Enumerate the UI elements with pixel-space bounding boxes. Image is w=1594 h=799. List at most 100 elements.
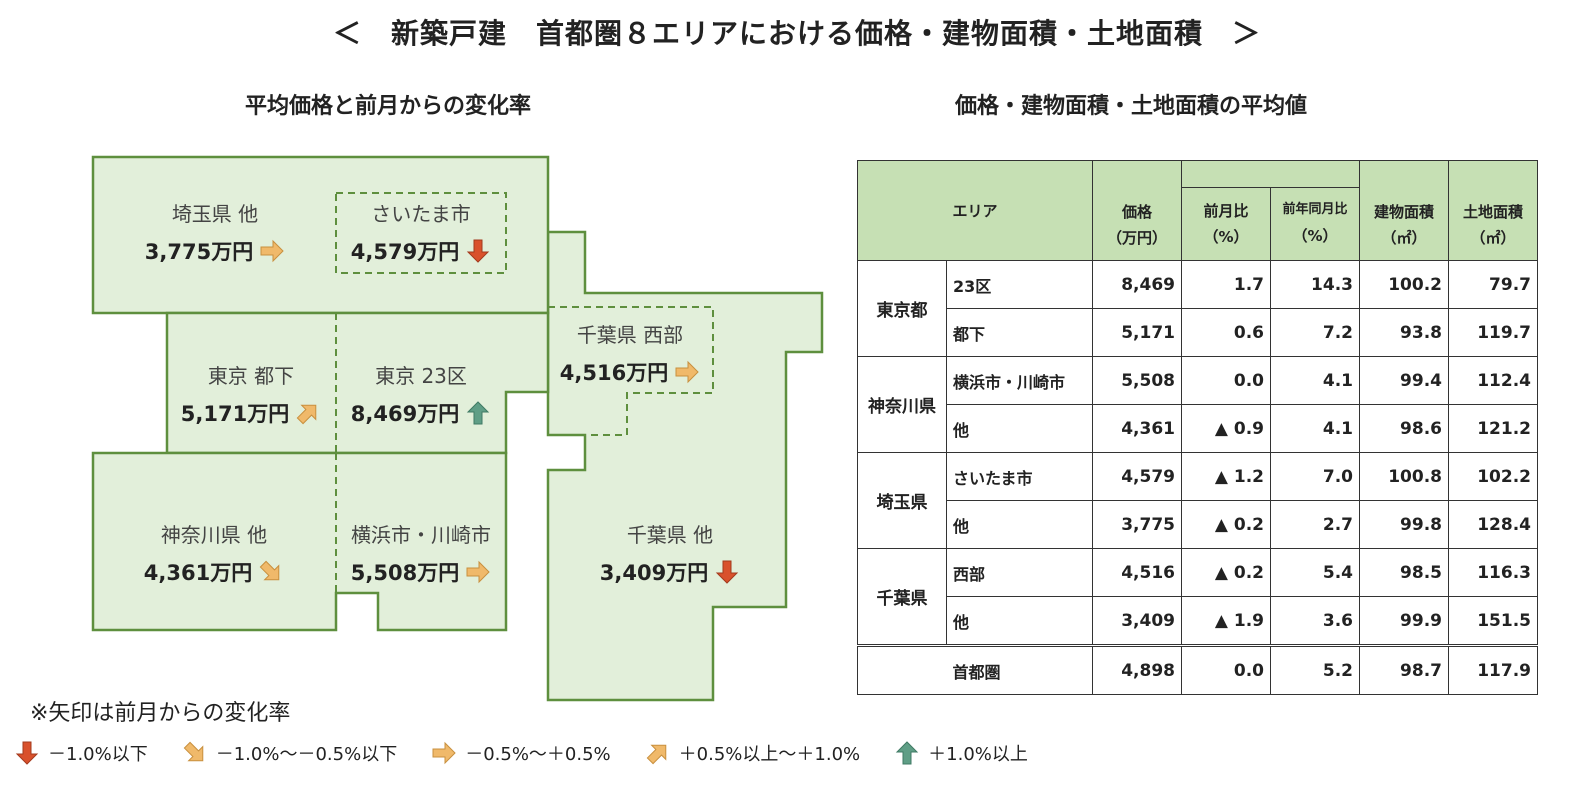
cell-value: 128.4 — [1448, 500, 1538, 549]
total-label: 首都圏 — [946, 644, 1093, 695]
arrow-legend: －1.0%以下 －1.0%～－0.5%以下 －0.5%～＋0.5% ＋0.5%以上～＋… — [14, 740, 1062, 766]
arrow-slight-up-icon — [646, 744, 666, 765]
cell-value: 4,361 — [1092, 404, 1182, 453]
map-label-chiba-west: 千葉県 西部 — [576, 323, 684, 347]
cell-value: 3.6 — [1270, 596, 1360, 646]
legend-label: ＋1.0%以上 — [928, 744, 1028, 765]
cell-value: ▲ 0.2 — [1181, 548, 1271, 597]
map-value-chiba-west: 4,516万円 — [530, 357, 730, 387]
cell-value: 102.2 — [1448, 452, 1538, 501]
sub-area: さいたま市 — [946, 452, 1093, 501]
map-value-saitama-other: 3,775万円 — [115, 236, 315, 266]
cell-value: 98.6 — [1359, 404, 1449, 453]
cell-value: 4,579 — [1092, 452, 1182, 501]
cell-value: 1.7 — [1181, 260, 1271, 309]
arrow-flat-icon — [432, 741, 456, 765]
arrow-flat-icon — [466, 560, 490, 584]
map-value-kanagawa-other: 4,361万円 — [114, 557, 314, 587]
cell-value: 0.6 — [1181, 308, 1271, 357]
map-label-saitama-city: さいたま市 — [371, 202, 471, 226]
map-label-chiba-other: 千葉県 他 — [626, 523, 714, 547]
cell-value: 99.9 — [1359, 596, 1449, 646]
map-label-tokyo-tama: 東京 都下 — [207, 364, 295, 388]
header-yoy: 前年同月比 （%） — [1270, 187, 1360, 261]
map-label-tokyo-23: 東京 23区 — [375, 364, 467, 388]
chiba-west-boundary — [548, 306, 714, 436]
map-value-chiba-other: 3,409万円 — [570, 557, 770, 587]
page-title: ＜ 新築戸建 首都圏８エリアにおける価格・建物面積・土地面積 ＞ — [332, 17, 1261, 50]
cell-value: 2.7 — [1270, 500, 1360, 549]
group-name: 千葉県 — [857, 548, 947, 646]
arrow-note: ※矢印は前月からの変化率 — [30, 701, 291, 726]
cell-value: 119.7 — [1448, 308, 1538, 357]
table-row: 他 3,409 ▲ 1.9 3.6 99.9 151.5 — [858, 596, 1538, 646]
cell-value: 99.8 — [1359, 500, 1449, 549]
area-map — [91, 155, 824, 702]
total-value: 98.7 — [1359, 644, 1449, 695]
group-name: 埼玉県 — [857, 452, 947, 549]
header-price: 価格 （万円） — [1092, 160, 1182, 261]
legend-label: －1.0%～－0.5%以下 — [215, 744, 398, 765]
table-row: 神奈川県 横浜市・川崎市 5,508 0.0 4.1 99.4 112.4 — [857, 356, 1538, 453]
cell-value: 3,775 — [1092, 500, 1182, 549]
table-row: 都下 5,171 0.6 7.2 93.8 119.7 — [858, 308, 1538, 357]
arrow-slight-down-icon — [183, 741, 204, 762]
header-mom: 前月比 （%） — [1181, 187, 1271, 261]
header-building: 建物面積 （㎡） — [1359, 160, 1449, 261]
legend-item: －1.0%～－0.5%以下 — [182, 740, 397, 766]
legend-label: －0.5%～＋0.5% — [465, 744, 611, 765]
header-yoy-label: 前年同月比 — [1282, 202, 1348, 217]
legend-item: －1.0%以下 — [14, 740, 148, 766]
total-spacer — [857, 644, 947, 695]
table-row: 他 4,361 ▲ 0.9 4.1 98.6 121.2 — [858, 404, 1538, 453]
price-value: 4,361万円 — [143, 561, 253, 585]
cell-value: 8,469 — [1092, 260, 1182, 309]
sub-area: 23区 — [946, 260, 1093, 309]
arrow-down-icon — [467, 239, 490, 263]
legend-label: ＋0.5%以上～＋1.0% — [678, 744, 861, 765]
total-value: 117.9 — [1448, 644, 1538, 695]
arrow-up-icon — [467, 401, 490, 425]
table-row: 東京都 23区 8,469 1.7 14.3 100.2 79.7 — [857, 260, 1538, 357]
sub-area: 他 — [946, 500, 1093, 549]
legend-item: －0.5%～＋0.5% — [431, 740, 611, 766]
price-value: 5,508万円 — [350, 561, 460, 585]
total-value: 4,898 — [1092, 644, 1182, 695]
region-saitama — [91, 155, 550, 315]
header-mom-unit: （%） — [1203, 228, 1249, 246]
sub-area: 他 — [946, 596, 1093, 646]
arrow-flat-icon — [675, 360, 699, 384]
cell-value: 7.2 — [1270, 308, 1360, 357]
cell-value: 100.2 — [1359, 260, 1449, 309]
map-value-saitama-city: 4,579万円 — [321, 236, 521, 266]
header-price-unit: （万円） — [1106, 228, 1167, 247]
arrow-down-icon — [15, 741, 39, 765]
legend-item: ＋0.5%以上～＋1.0% — [645, 740, 860, 766]
header-price-label: 価格 — [1121, 202, 1152, 221]
cell-value: 116.3 — [1448, 548, 1538, 597]
cell-value: 0.0 — [1181, 356, 1271, 405]
price-value: 3,409万円 — [599, 561, 709, 585]
arrow-slight-down-icon — [259, 560, 280, 581]
cell-value: 99.4 — [1359, 356, 1449, 405]
table-row: 千葉県 西部 4,516 ▲ 0.2 5.4 98.5 116.3 — [857, 548, 1538, 646]
arrow-slight-up-icon — [296, 404, 317, 425]
header-land-unit: （㎡） — [1470, 228, 1516, 247]
table-row: 他 3,775 ▲ 0.2 2.7 99.8 128.4 — [858, 500, 1538, 549]
price-value: 5,171万円 — [180, 402, 290, 426]
price-value: 8,469万円 — [350, 402, 460, 426]
cell-value: 151.5 — [1448, 596, 1538, 646]
table-subtitle: 価格・建物面積・土地面積の平均値 — [955, 94, 1308, 119]
price-value: 4,579万円 — [350, 240, 460, 264]
cell-value: 79.7 — [1448, 260, 1538, 309]
table-row-total: 首都圏 4,898 0.0 5.2 98.7 117.9 — [857, 644, 1538, 695]
arrow-down-icon — [716, 560, 739, 584]
header-area: エリア — [857, 160, 1093, 261]
map-value-tokyo-tama: 5,171万円 — [151, 398, 351, 428]
cell-value: 4.1 — [1270, 356, 1360, 405]
map-label-saitama-other: 埼玉県 他 — [171, 202, 259, 226]
cell-value: 7.0 — [1270, 452, 1360, 501]
header-building-unit: （㎡） — [1381, 228, 1427, 247]
total-value: 0.0 — [1181, 644, 1271, 695]
cell-value: 3,409 — [1092, 596, 1182, 646]
